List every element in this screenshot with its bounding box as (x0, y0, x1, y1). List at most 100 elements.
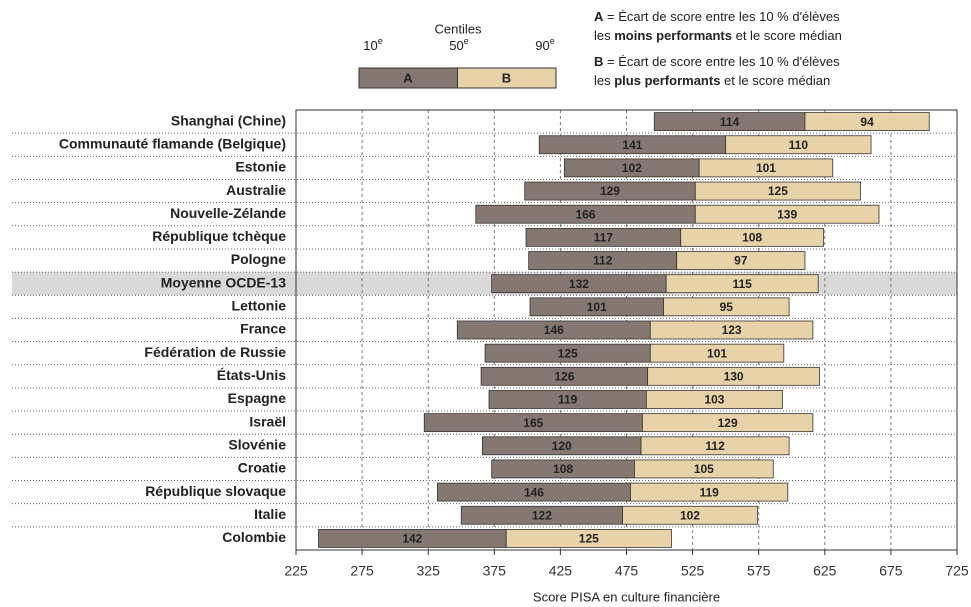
category-label: Australie (226, 182, 286, 198)
bar-segment (645, 390, 783, 409)
bar-segment (665, 274, 819, 294)
value-label: 142 (402, 532, 422, 546)
legend-swatch (457, 67, 557, 89)
category-label: Espagne (228, 390, 287, 406)
value-label: 108 (742, 231, 762, 245)
bar-segment (641, 413, 814, 433)
bar-segment (647, 366, 820, 386)
value-label: 132 (569, 277, 589, 291)
note-part: = Écart de score entre les 10 % d'élèves (603, 54, 840, 69)
value-label: 114 (720, 115, 740, 129)
value-label: 110 (789, 138, 809, 152)
note-part: et le score médian (720, 73, 830, 88)
note-line: B = Écart de score entre les 10 % d'élèv… (594, 54, 840, 69)
value-label: 105 (694, 462, 714, 476)
bar-segment (649, 343, 785, 363)
category-label: Italie (254, 506, 286, 522)
value-label: 129 (600, 184, 620, 198)
value-label: 101 (756, 161, 776, 175)
value-label: 102 (680, 508, 700, 522)
category-label: République tchèque (152, 228, 286, 244)
x-tick-label: 225 (284, 563, 308, 579)
value-label: 141 (622, 138, 642, 152)
bar-segment (804, 112, 930, 131)
category-label: Pologne (231, 251, 286, 267)
value-label: 112 (705, 439, 725, 453)
category-label: Shanghai (Chine) (171, 112, 286, 128)
category-label: Nouvelle-Zélande (170, 205, 286, 221)
note-part: les (594, 73, 614, 88)
value-label: 126 (554, 369, 574, 383)
bar-segment (680, 227, 824, 247)
note-part: B (594, 54, 603, 69)
note-line: A = Écart de score entre les 10 % d'élèv… (594, 9, 840, 24)
category-label: France (240, 321, 286, 337)
plot-frame (295, 109, 958, 551)
x-tick-label: 675 (879, 563, 903, 579)
value-label: 130 (724, 369, 744, 383)
value-label: 112 (593, 254, 613, 268)
legend-label: B (502, 70, 511, 85)
bar-segment (698, 158, 834, 178)
value-label: 115 (732, 277, 752, 291)
bar-segment (630, 482, 789, 502)
bar-segment (505, 529, 672, 548)
bar-segment (622, 505, 758, 525)
value-label: 119 (558, 393, 578, 407)
bar-segment (649, 320, 814, 340)
value-label: 125 (579, 532, 599, 546)
category-label: Israël (249, 413, 286, 429)
bar-segment (676, 251, 806, 270)
value-label: 165 (523, 416, 543, 430)
value-label: 94 (860, 115, 874, 129)
percentile-suffix: e (550, 36, 555, 46)
note-part: plus performants (614, 73, 720, 88)
value-label: 117 (594, 231, 614, 245)
legend-percentile: 50e (449, 36, 468, 53)
bar-segment (640, 436, 790, 456)
category-label: Communauté flamande (Belgique) (59, 135, 286, 151)
x-tick-label: 275 (350, 563, 374, 579)
note-part: A (594, 9, 604, 24)
bar-segment (634, 459, 774, 479)
note-line: les plus performants et le score médian (594, 73, 830, 88)
category-label: Croatie (238, 460, 286, 476)
value-label: 125 (768, 184, 788, 198)
value-label: 125 (558, 346, 578, 360)
value-label: 101 (707, 346, 727, 360)
percentile-number: 10 (363, 38, 377, 53)
x-tick-label: 725 (945, 563, 969, 579)
bar-segment (663, 297, 790, 317)
value-label: 139 (777, 207, 797, 221)
category-label: Colombie (222, 529, 286, 545)
category-label: Slovénie (228, 436, 286, 452)
note-part: = Écart de score entre les 10 % d'élèves (603, 9, 840, 24)
value-label: 122 (532, 508, 552, 522)
category-label: République slovaque (145, 483, 286, 499)
x-tick-label: 325 (417, 563, 441, 579)
x-tick-label: 475 (615, 563, 639, 579)
value-label: 102 (622, 161, 642, 175)
value-label: 101 (587, 300, 607, 314)
note-part: moins performants (614, 28, 732, 43)
value-label: 108 (553, 462, 573, 476)
category-label: Lettonie (232, 298, 287, 314)
percentile-number: 90 (535, 38, 549, 53)
percentile-suffix: e (464, 36, 469, 46)
category-label: Moyenne OCDE-13 (161, 274, 286, 290)
value-label: 146 (544, 323, 564, 337)
bar-segment (694, 204, 880, 224)
category-label: États-Unis (217, 367, 286, 383)
value-label: 166 (576, 207, 596, 221)
x-tick-label: 625 (813, 563, 837, 579)
value-label: 146 (524, 485, 544, 499)
legend-title: Centiles (435, 21, 482, 36)
x-axis-title: Score PISA en culture financière (533, 589, 720, 604)
note-part: les (594, 28, 614, 43)
legend-percentile: 10e (363, 36, 382, 53)
bar-segment (725, 135, 872, 155)
legend-label: A (403, 70, 413, 85)
note-line: les moins performants et le score médian (594, 28, 842, 43)
bar-segment (694, 181, 861, 201)
